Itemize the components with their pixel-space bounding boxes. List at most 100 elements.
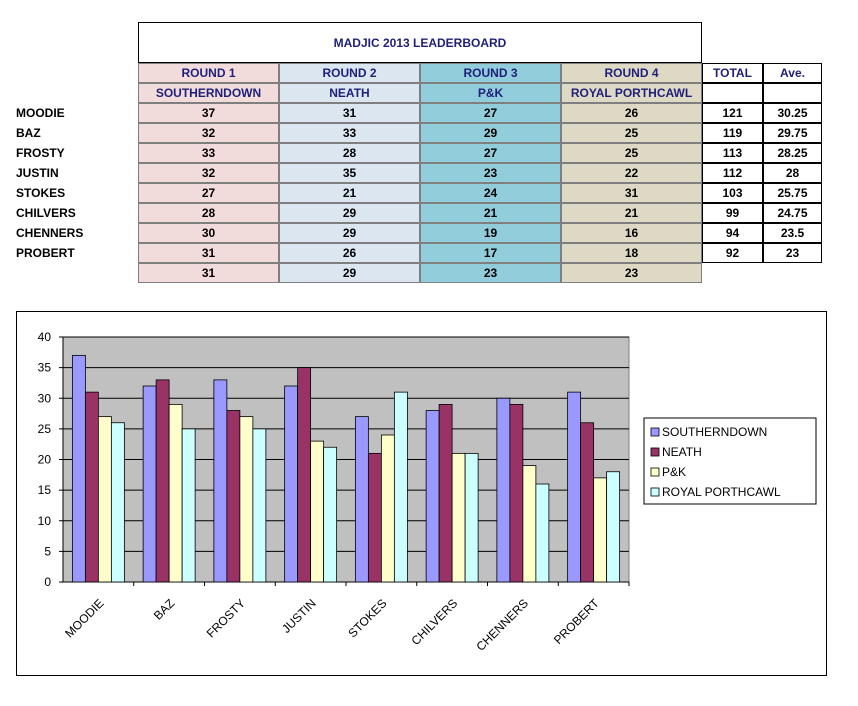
player-total: 112: [702, 163, 763, 183]
score-cell: 19: [420, 223, 561, 243]
x-tick-label: FROSTY: [204, 596, 248, 640]
score-cell: 33: [279, 123, 420, 143]
bar: [606, 471, 621, 583]
score-cell: 32: [138, 123, 279, 143]
x-tick-label: STOKES: [345, 596, 389, 640]
score-cell: 32: [138, 163, 279, 183]
legend-label: SOUTHERNDOWN: [662, 425, 767, 439]
bar: [367, 452, 382, 583]
score-cell: 26: [561, 103, 702, 123]
bar: [155, 379, 170, 583]
legend-swatch: [650, 467, 660, 477]
bar: [71, 354, 86, 583]
score-cell: 18: [561, 243, 702, 263]
player-average: 28.25: [763, 143, 822, 163]
legend-swatch: [650, 427, 660, 437]
bar: [323, 446, 338, 583]
bar: [142, 385, 157, 583]
score-cell: 16: [561, 223, 702, 243]
score-cell: 29: [420, 123, 561, 143]
round-average: 23: [561, 263, 702, 283]
score-cell: 17: [420, 243, 561, 263]
score-cell: 31: [561, 183, 702, 203]
player-average: 28: [763, 163, 822, 183]
round-header: ROUND 1: [138, 63, 279, 83]
round-header: ROUND 4: [561, 63, 702, 83]
player-name: CHENNERS: [16, 226, 84, 240]
bar: [509, 403, 524, 583]
y-tick-label: 35: [38, 361, 52, 375]
y-tick-label: 0: [44, 575, 51, 589]
bar: [580, 422, 595, 583]
round-header: ROUND 2: [279, 63, 420, 83]
score-cell: 27: [420, 143, 561, 163]
round-average: 31: [138, 263, 279, 283]
bar: [464, 452, 479, 583]
chart-area: 0 5 10 15 20 25 30 35 40 MOODIE BAZ FROSTY JUSTIN STO…: [16, 311, 827, 676]
bar: [213, 379, 228, 583]
legend-swatch: [650, 447, 660, 457]
score-cell: 21: [420, 203, 561, 223]
bar: [451, 452, 466, 583]
player-total: 119: [702, 123, 763, 143]
player-total: 92: [702, 243, 763, 263]
leaderboard-title: MADJIC 2013 LEADERBOARD: [138, 22, 702, 63]
x-tick-label: CHILVERS: [409, 596, 461, 648]
score-cell: 31: [138, 243, 279, 263]
player-name: BAZ: [16, 126, 41, 140]
average-header-blank: [763, 83, 822, 103]
y-tick-label: 30: [38, 391, 52, 405]
score-cell: 21: [561, 203, 702, 223]
y-tick-label: 5: [44, 544, 51, 558]
bar: [535, 483, 550, 583]
bar: [181, 428, 196, 583]
bar: [438, 403, 453, 583]
round-header: ROUND 3: [420, 63, 561, 83]
player-total: 94: [702, 223, 763, 243]
bar: [496, 397, 511, 583]
bar: [284, 385, 299, 583]
x-tick-label: MOODIE: [62, 596, 106, 640]
score-cell: 29: [279, 223, 420, 243]
player-total: 113: [702, 143, 763, 163]
bar: [393, 391, 408, 583]
score-cell: 28: [279, 143, 420, 163]
player-total: 99: [702, 203, 763, 223]
legend-label: ROYAL PORTHCAWL: [662, 485, 781, 499]
bar: [110, 422, 125, 583]
bar: [84, 391, 99, 583]
course-header: SOUTHERNDOWN: [138, 83, 279, 103]
course-header: NEATH: [279, 83, 420, 103]
bar-chart: 0 5 10 15 20 25 30 35 40 MOODIE BAZ FROSTY JUSTIN STO…: [38, 330, 817, 654]
score-cell: 33: [138, 143, 279, 163]
player-name: STOKES: [16, 186, 66, 200]
y-tick-label: 40: [38, 330, 52, 344]
player-average: 30.25: [763, 103, 822, 123]
bar: [380, 434, 395, 583]
player-average: 23.5: [763, 223, 822, 243]
legend-label: NEATH: [662, 445, 702, 459]
round-average: 29: [279, 263, 420, 283]
player-total: 121: [702, 103, 763, 123]
score-cell: 28: [138, 203, 279, 223]
score-cell: 25: [561, 123, 702, 143]
player-average: 24.75: [763, 203, 822, 223]
player-average: 23: [763, 243, 822, 263]
course-header: P&K: [420, 83, 561, 103]
course-header: ROYAL PORTHCAWL: [561, 83, 702, 103]
score-cell: 31: [279, 103, 420, 123]
score-cell: 30: [138, 223, 279, 243]
score-cell: 25: [561, 143, 702, 163]
y-tick-label: 20: [38, 453, 52, 467]
bar: [252, 428, 267, 583]
x-tick-label: CHENNERS: [473, 596, 531, 654]
player-name: JUSTIN: [16, 166, 59, 180]
player-name: CHILVERS: [16, 206, 76, 220]
y-tick-label: 10: [38, 514, 52, 528]
player-name: PROBERT: [16, 246, 75, 260]
bar: [354, 416, 369, 583]
player-average: 25.75: [763, 183, 822, 203]
x-tick-label: JUSTIN: [279, 596, 319, 636]
y-tick-label: 15: [38, 483, 52, 497]
legend: [643, 417, 817, 505]
